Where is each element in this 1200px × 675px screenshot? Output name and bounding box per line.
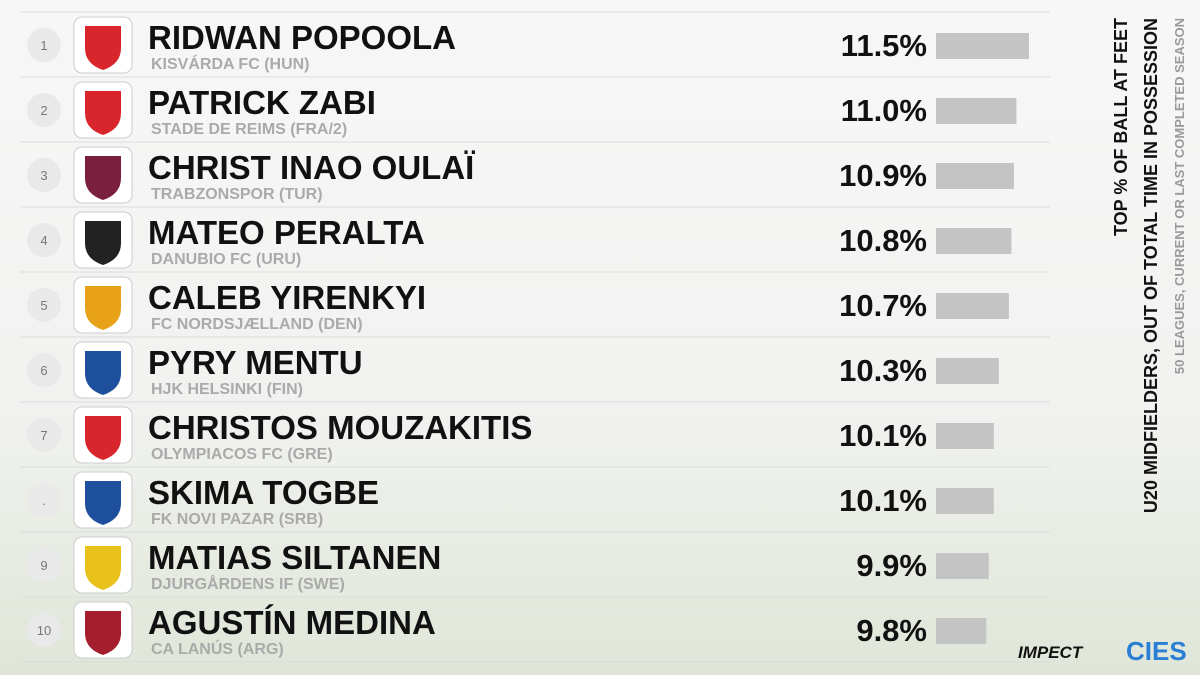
player-name: SKIMA TOGBE [148,474,379,511]
bar [936,98,1017,124]
club-logo [85,26,121,70]
club-name: HJK HELSINKI (FIN) [151,381,303,398]
brand-logo: IMPECT [1018,643,1084,662]
club-logo [85,91,121,135]
club-name: KISVÁRDA FC (HUN) [151,54,310,73]
rank: 3 [40,168,47,183]
rank: 2 [40,103,47,118]
rank: 7 [40,428,47,443]
bar [936,488,994,514]
player-name: MATIAS SILTANEN [148,539,441,576]
rank: . [42,493,46,508]
rank: 6 [40,363,47,378]
value-label: 9.8% [856,613,927,648]
bar [936,293,1009,319]
rank-badge [27,613,61,647]
rank: 4 [40,233,47,248]
value-label: 10.9% [839,158,927,193]
value-label: 10.7% [839,288,927,323]
bar [936,33,1029,59]
player-name: RIDWAN POPOOLA [148,19,456,56]
chart-note: 50 LEAGUES, CURRENT OR LAST COMPLETED SE… [1172,18,1187,374]
club-logo [85,481,121,525]
club-logo [85,351,121,395]
value-label: 10.1% [839,483,927,518]
rank: 10 [37,623,51,638]
value-label: 10.8% [839,223,927,258]
chart-title: TOP % OF BALL AT FEET [1111,18,1131,236]
brand-logo: CIES [1126,636,1187,666]
value-label: 9.9% [856,548,927,583]
value-label: 10.1% [839,418,927,453]
club-name: STADE DE REIMS (FRA/2) [151,121,347,138]
club-logo [85,286,121,330]
bar [936,423,994,449]
rank-badge [27,548,61,582]
rank: 5 [40,298,47,313]
club-name: OLYMPIACOS FC (GRE) [151,446,333,463]
rank-badge [27,223,61,257]
rank-badge [27,93,61,127]
rank-badge [27,158,61,192]
player-name: AGUSTÍN MEDINA [148,604,436,641]
club-logo [85,611,121,655]
club-logo [85,221,121,265]
club-name: FK NOVI PAZAR (SRB) [151,511,323,528]
rank-badge [27,483,61,517]
chart-subtitle: U20 MIDFIELDERS, OUT OF TOTAL TIME IN PO… [1141,18,1161,513]
rank-badge [27,288,61,322]
club-name: CA LANÚS (ARG) [151,639,284,658]
rank-badge [27,418,61,452]
player-name: PYRY MENTU [148,344,363,381]
rank-badge [27,28,61,62]
bar [936,618,987,644]
bar [936,163,1014,189]
player-name: CHRISTOS MOUZAKITIS [148,409,532,446]
club-logo [85,546,121,590]
bar [936,358,999,384]
player-name: PATRICK ZABI [148,84,376,121]
club-logo [85,156,121,200]
rank: 1 [40,38,47,53]
club-name: DANUBIO FC (URU) [151,251,301,268]
bar [936,553,989,579]
club-name: FC NORDSJÆLLAND (DEN) [151,316,363,333]
rank: 9 [40,558,47,573]
club-name: DJURGÅRDENS IF (SWE) [151,574,345,593]
club-name: TRABZONSPOR (TUR) [151,186,323,203]
rank-badge [27,353,61,387]
club-logo [85,416,121,460]
value-label: 10.3% [839,353,927,388]
value-label: 11.0% [841,93,927,128]
player-name: MATEO PERALTA [148,214,425,251]
bar [936,228,1012,254]
player-name: CHRIST INAO OULAÏ [148,149,475,186]
player-name: CALEB YIRENKYI [148,279,426,316]
value-label: 11.5% [841,28,927,63]
